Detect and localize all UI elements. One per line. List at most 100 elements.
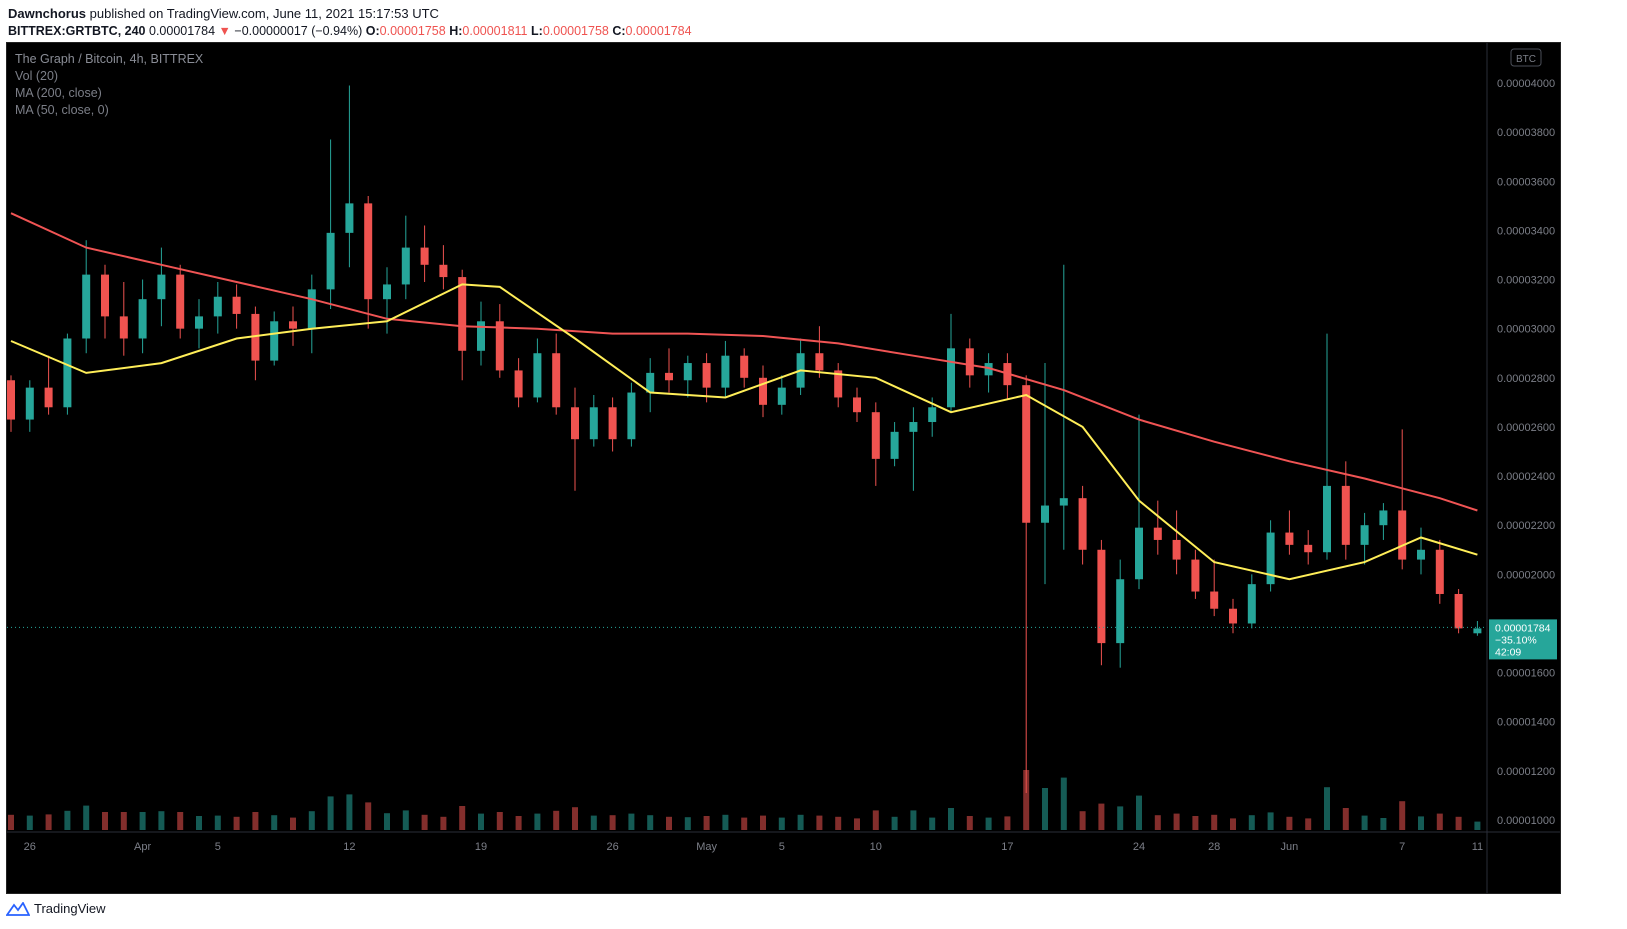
volume-bar: [797, 814, 804, 830]
volume-bar: [741, 817, 748, 830]
volume-bar: [948, 808, 954, 830]
volume-bar: [1098, 803, 1105, 830]
volume-bar: [1305, 818, 1312, 830]
price-tick-label: 0.00002200: [1497, 520, 1555, 532]
volume-bar: [985, 817, 992, 830]
legend-title[interactable]: The Graph / Bitcoin, 4h, BITTREX: [15, 52, 204, 66]
change-value: −0.00000017 (−0.94%): [234, 24, 363, 38]
candle-body: [1229, 608, 1237, 624]
candle-body: [345, 203, 354, 233]
volume-bar: [290, 817, 296, 830]
price-tick-label: 0.00002400: [1497, 471, 1555, 483]
price-tick-label: 0.00003400: [1497, 225, 1555, 237]
candle-body: [853, 397, 861, 413]
volume-bar: [1192, 816, 1199, 830]
candle-body: [890, 431, 899, 459]
volume-bar: [760, 815, 766, 830]
unit-badge: [1510, 48, 1542, 67]
volume-bar: [1248, 815, 1255, 830]
candle-body: [815, 353, 824, 371]
volume-bar: [421, 814, 428, 830]
tradingview-logo-icon: [6, 901, 30, 916]
volume-bar: [1342, 808, 1349, 830]
publish-info: Dawnchorus published on TradingView.com,…: [8, 6, 439, 21]
price-value: 0.00001784: [149, 24, 216, 38]
legend-volume[interactable]: Vol (20): [15, 69, 59, 83]
chart-canvas[interactable]: 0.00004000 0.00003800 0.00003600 0.00003400…: [7, 43, 1560, 893]
volume-bar: [647, 815, 654, 830]
volume-bar: [609, 815, 616, 830]
open-value: 0.00001758: [379, 24, 446, 38]
candle-body: [44, 387, 53, 408]
legend-ma200[interactable]: MA (200, close): [15, 86, 102, 100]
chart-panel[interactable]: 0.00004000 0.00003800 0.00003600 0.00003400…: [6, 42, 1561, 894]
time-tick-label: May: [696, 841, 717, 853]
volume-bars: [8, 770, 1481, 830]
candle-body: [909, 422, 918, 432]
price-tick-label: 0.00004000: [1497, 78, 1555, 90]
volume-bar: [1436, 813, 1443, 830]
volume-bar: [1474, 821, 1481, 830]
legend-ma50[interactable]: MA (50, close, 0): [15, 103, 109, 117]
candle-body: [289, 321, 297, 329]
volume-bar: [1079, 811, 1086, 830]
volume-bar: [910, 810, 917, 830]
volume-bar: [402, 810, 409, 830]
candle-body: [683, 363, 692, 381]
candle-body: [383, 284, 391, 300]
candle-body: [1360, 525, 1369, 545]
candle-body: [176, 274, 185, 329]
candle-body: [928, 407, 937, 423]
volume-bar: [346, 794, 353, 830]
candle-body: [646, 372, 655, 393]
high-label: H:: [449, 24, 463, 38]
candle-body: [232, 296, 241, 314]
candle-body: [420, 247, 429, 265]
footer-brand[interactable]: TradingView: [6, 901, 106, 916]
volume-bar: [590, 815, 597, 830]
volume-bar: [158, 811, 165, 830]
volume-bar: [1173, 813, 1180, 830]
low-value: 0.00001758: [542, 24, 609, 38]
volume-bar: [365, 802, 372, 830]
candle-body: [25, 387, 34, 420]
volume-bar: [196, 816, 202, 830]
volume-bar: [666, 816, 672, 830]
volume-bar: [515, 816, 522, 830]
time-tick-label: 5: [779, 841, 785, 853]
volume-bar: [1154, 815, 1161, 830]
candle-body: [777, 387, 786, 405]
candle-body: [740, 355, 749, 378]
candle-body: [1473, 628, 1482, 634]
candle-body: [608, 407, 617, 440]
candles: [7, 85, 1482, 793]
last-price-label: 0.00001784: [1495, 622, 1551, 634]
author-name[interactable]: Dawnchorus: [8, 6, 87, 21]
candle-body: [1116, 579, 1125, 644]
volume-bar: [177, 812, 184, 830]
volume-bar: [26, 815, 33, 830]
brand-name: TradingView: [34, 901, 106, 916]
volume-bar: [1042, 788, 1048, 830]
volume-bar: [1361, 815, 1368, 830]
volume-bar: [534, 813, 541, 830]
candle-body: [1379, 510, 1388, 526]
volume-bar: [872, 810, 879, 830]
candle-body: [533, 353, 542, 398]
volume-bar: [703, 816, 710, 830]
candle-body: [119, 316, 128, 339]
countdown-label: 42:09: [1495, 646, 1521, 658]
volume-bar: [1418, 816, 1424, 830]
price-tick-label: 0.00001400: [1497, 717, 1555, 729]
volume-bar: [384, 813, 390, 830]
time-tick-label: 26: [606, 841, 618, 853]
time-tick-label: 7: [1399, 841, 1405, 853]
volume-bar: [459, 806, 466, 830]
volume-bar: [327, 796, 334, 830]
candle-body: [1210, 591, 1219, 609]
candle-body: [759, 377, 767, 405]
price-tick-label: 0.00003000: [1497, 324, 1555, 336]
volume-bar: [816, 815, 823, 830]
candle-body: [1059, 498, 1068, 506]
volume-bar: [572, 807, 578, 830]
